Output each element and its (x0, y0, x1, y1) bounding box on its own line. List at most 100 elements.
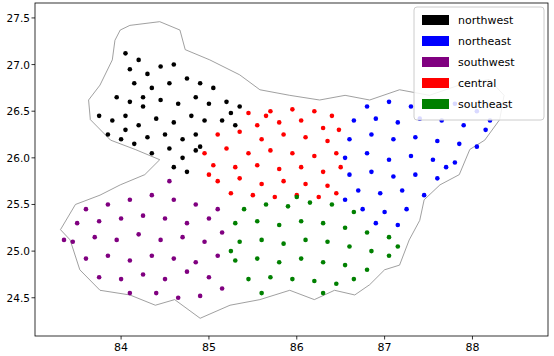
point (360, 207, 365, 212)
point (330, 202, 335, 207)
point (251, 193, 256, 198)
legend-box (414, 7, 544, 120)
point (176, 295, 181, 300)
point (343, 156, 348, 161)
point (128, 291, 133, 296)
point (259, 137, 264, 142)
point (171, 165, 176, 170)
point (378, 191, 383, 196)
point (312, 109, 317, 114)
point (145, 135, 150, 140)
point (237, 176, 242, 181)
point (207, 216, 212, 221)
point (136, 58, 141, 63)
point (97, 114, 102, 119)
point (255, 163, 260, 168)
point (229, 249, 234, 254)
y-tick-label: 27.5 (7, 12, 30, 24)
point (163, 277, 168, 282)
point (189, 114, 194, 119)
point (365, 104, 370, 109)
point (387, 253, 392, 258)
point (277, 167, 282, 172)
y-tick (32, 157, 36, 158)
point (321, 126, 326, 131)
point (255, 123, 260, 128)
plot-area (60, 22, 504, 319)
point (290, 151, 295, 156)
legend-label: northwest (458, 14, 514, 27)
point (150, 86, 155, 91)
point (106, 132, 111, 137)
point (369, 170, 374, 175)
y-tick (32, 204, 36, 205)
point (106, 202, 111, 207)
chart: 848586878824.525.025.526.026.527.027.5no… (0, 0, 554, 356)
x-tick (208, 336, 209, 340)
point (330, 114, 335, 119)
legend-label: southwest (458, 56, 515, 69)
point (268, 148, 273, 153)
point (123, 114, 128, 119)
point (369, 249, 374, 254)
legend-swatch (422, 15, 449, 25)
legend: northwestnortheastsouthwestcentralsouthe… (414, 7, 544, 120)
point (132, 142, 137, 147)
point (141, 104, 146, 109)
point (193, 95, 198, 100)
y-tick-label: 25.5 (7, 198, 30, 210)
point (457, 142, 462, 147)
point (176, 101, 181, 106)
point (220, 230, 225, 235)
x-tick-label: 87 (378, 341, 392, 354)
point (334, 191, 339, 196)
point (202, 118, 207, 123)
point (145, 72, 150, 77)
point (352, 118, 357, 123)
point (62, 238, 67, 243)
point (334, 281, 339, 286)
point (303, 182, 308, 187)
point (132, 81, 137, 86)
point (255, 256, 260, 261)
point (198, 81, 203, 86)
point (453, 160, 458, 165)
legend-swatch (422, 57, 449, 67)
point (374, 221, 379, 226)
point (337, 128, 342, 133)
point (141, 272, 146, 277)
point (224, 146, 229, 151)
point (198, 144, 203, 149)
point (299, 165, 304, 170)
point (119, 137, 124, 142)
point (114, 95, 119, 100)
point (343, 226, 348, 231)
x-tick (472, 336, 473, 340)
point (382, 210, 387, 215)
point (259, 291, 264, 296)
point (321, 260, 326, 265)
y-tick-label: 27.0 (7, 59, 30, 71)
point (435, 176, 440, 181)
x-tick-label: 85 (202, 341, 216, 354)
point (268, 275, 273, 280)
point (281, 132, 286, 137)
point (128, 258, 133, 263)
point (167, 81, 172, 86)
point (123, 128, 128, 133)
point (347, 244, 352, 249)
point (461, 123, 466, 128)
point (431, 157, 436, 162)
series (97, 51, 242, 174)
point (299, 118, 304, 123)
point (158, 238, 163, 243)
point (325, 139, 330, 144)
point (84, 256, 89, 261)
x-tick-label: 84 (114, 341, 128, 354)
point (198, 294, 203, 299)
point (180, 235, 185, 240)
point (163, 216, 168, 221)
point (299, 256, 304, 261)
y-tick (32, 297, 36, 298)
y-tick-label: 26.5 (7, 105, 30, 117)
